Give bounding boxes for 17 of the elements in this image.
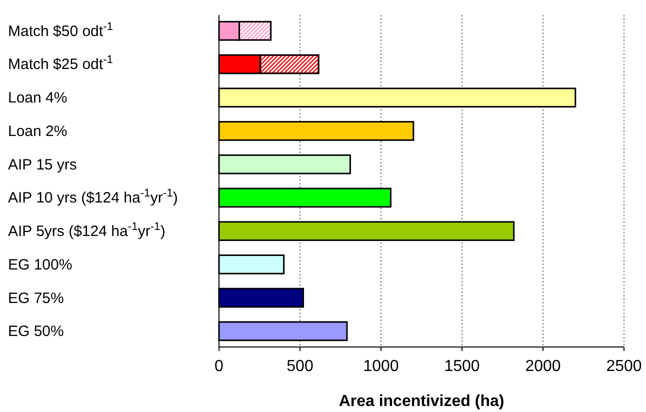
y-tick-label: Match $25 odt$^{-1}$ <box>8 54 114 74</box>
y-tick-label: EG 75% <box>8 290 64 307</box>
x-tick-label: 2000 <box>525 358 561 375</box>
y-tick-label: AIP 15 yrs <box>8 156 77 174</box>
y-tick-label: AIP 5yrs ($124 ha$^{-1}$yr$^{-1}$) <box>8 221 166 240</box>
y-tick-label: Match $50 odt$^{-1}$ <box>8 20 114 40</box>
y-tick-label: Loan 4% <box>8 90 68 107</box>
y-tick-label: EG 50% <box>8 323 64 340</box>
y-tick-label: AIP 10 yrs ($124 ha$^{-1}$yr$^{-1}$) <box>8 188 178 207</box>
x-tick-label: 1000 <box>363 358 399 375</box>
x-tick-label: 0 <box>214 358 224 375</box>
x-tick-label: 500 <box>286 358 314 375</box>
x-axis-title: Area incentivized (ha) <box>338 393 504 410</box>
y-tick-label: EG 100% <box>8 256 72 274</box>
y-tick-label: Loan 2% <box>8 122 68 140</box>
x-tick-label: 2500 <box>606 358 642 375</box>
x-tick-label: 1500 <box>444 358 480 375</box>
